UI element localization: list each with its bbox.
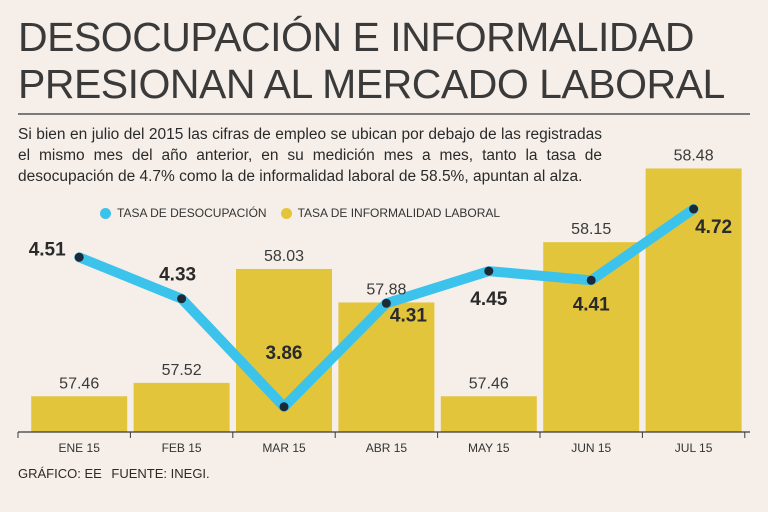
line-value-label: 4.51 bbox=[29, 239, 66, 260]
line-value-label: 4.45 bbox=[470, 289, 507, 310]
line-value-label: 4.33 bbox=[159, 265, 196, 286]
bar-value-label: 58.03 bbox=[264, 248, 304, 265]
footer-credit: GRÁFICO: EE bbox=[18, 466, 102, 481]
bar-value-label: 57.88 bbox=[366, 281, 406, 298]
bar-value-label: 57.52 bbox=[162, 362, 202, 379]
title-line-1: DESOCUPACIÓN E INFORMALIDAD bbox=[18, 14, 695, 60]
legend-item-bar: TASA DE INFORMALIDAD LABORAL bbox=[280, 206, 501, 220]
chart-subtitle: Si bien en julio del 2015 las cifras de … bbox=[18, 126, 602, 185]
line-point bbox=[177, 294, 187, 304]
x-tick-label: FEB 15 bbox=[162, 441, 202, 455]
chart-title: DESOCUPACIÓN E INFORMALIDAD PRESIONAN AL… bbox=[18, 14, 758, 108]
bar-value-label: 57.46 bbox=[59, 375, 99, 392]
title-line-2: PRESIONAN AL MERCADO LABORAL bbox=[18, 61, 725, 107]
x-tick-label: JUL 15 bbox=[675, 441, 713, 455]
line-point bbox=[586, 275, 596, 285]
x-tick-label: MAY 15 bbox=[468, 441, 510, 455]
legend-line-label: TASA DE DESOCUPACIÓN bbox=[117, 206, 267, 220]
x-tick-label: ABR 15 bbox=[366, 441, 408, 455]
line-value-label: 4.72 bbox=[695, 217, 732, 238]
labels-layer: 57.46 57.52 58.03 57.88 57.46 58.15 58.48 4.51 4… bbox=[29, 147, 732, 392]
bar-may-15 bbox=[440, 396, 537, 432]
line-value-label: 3.86 bbox=[266, 343, 303, 364]
line-value-label: 4.31 bbox=[390, 305, 427, 326]
title-divider bbox=[18, 113, 750, 115]
line-point bbox=[279, 402, 289, 412]
x-tick-label: MAR 15 bbox=[262, 441, 306, 455]
legend-line-swatch bbox=[100, 207, 111, 219]
x-tick-label: ENE 15 bbox=[59, 441, 101, 455]
bar-feb-15 bbox=[133, 382, 230, 432]
bar-value-label: 58.48 bbox=[674, 147, 714, 164]
legend-bar-label: TASA DE INFORMALIDAD LABORAL bbox=[297, 206, 501, 220]
x-tick-label: JUN 15 bbox=[571, 441, 611, 455]
bar-value-label: 57.46 bbox=[469, 375, 509, 392]
footer-source: FUENTE: INEGI. bbox=[111, 466, 210, 481]
legend-item-line: TASA DE DESOCUPACIÓN bbox=[100, 206, 267, 220]
chart-footer: GRÁFICO: EE FUENTE: INEGI. bbox=[18, 466, 216, 481]
line-layer bbox=[74, 204, 699, 412]
line-point bbox=[381, 298, 391, 308]
bar-ene-15 bbox=[31, 396, 128, 432]
line-point bbox=[74, 252, 84, 262]
legend-bar-swatch bbox=[280, 207, 292, 219]
line-point bbox=[484, 266, 494, 276]
chart-legend: TASA DE DESOCUPACIÓN TASA DE INFORMALIDA… bbox=[100, 206, 514, 220]
bar-jun-15 bbox=[543, 242, 640, 432]
line-point bbox=[689, 204, 699, 214]
line-value-label: 4.41 bbox=[573, 294, 610, 315]
bar-value-label: 58.15 bbox=[571, 221, 611, 238]
bar-abr-15 bbox=[338, 302, 435, 432]
ticks-layer: ENE 15 FEB 15 MAR 15 ABR 15 MAY 15 JUN 15 JUL … bbox=[17, 432, 746, 455]
